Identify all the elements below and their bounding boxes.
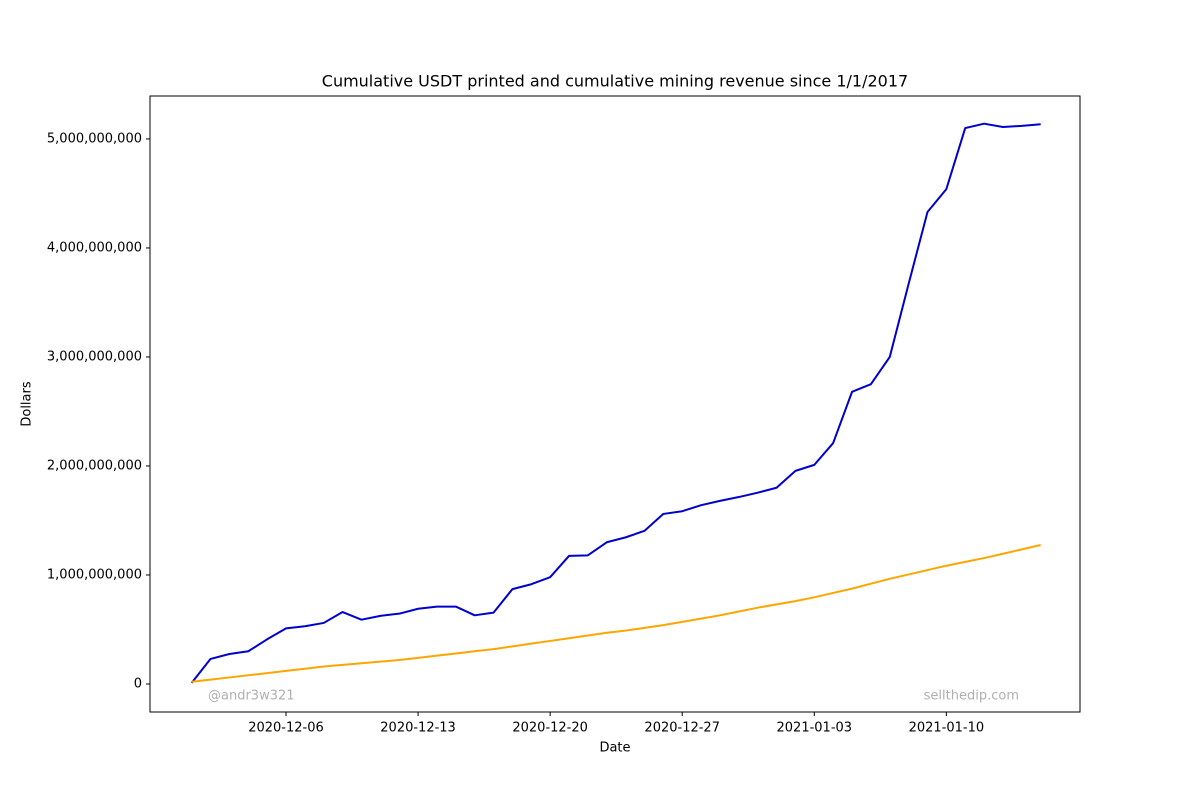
- x-tick-label: 2020-12-13: [380, 721, 456, 736]
- x-tick-label: 2021-01-10: [909, 721, 985, 736]
- series-line: [190, 122, 1041, 684]
- x-tick-label: 2020-12-27: [644, 721, 720, 736]
- y-tick-label: 2,000,000,000: [47, 458, 142, 473]
- x-tick-label: 2021-01-03: [777, 721, 853, 736]
- y-tick-label: 1,000,000,000: [47, 567, 142, 582]
- watermark: @andr3w321: [208, 689, 295, 704]
- plot-frame: [149, 95, 1081, 713]
- y-axis-label: Dollars: [20, 381, 35, 426]
- y-tick-label: 0: [134, 676, 142, 691]
- x-axis-label: Date: [599, 741, 630, 756]
- x-tick-label: 2020-12-20: [512, 721, 588, 736]
- y-tick-label: 4,000,000,000: [47, 240, 142, 255]
- watermark: sellthedip.com: [924, 689, 1019, 704]
- series-line: [191, 544, 1041, 683]
- y-tick-label: 5,000,000,000: [47, 131, 142, 146]
- x-tick-label: 2020-12-06: [248, 721, 324, 736]
- chart-title: Cumulative USDT printed and cumulative m…: [322, 72, 908, 91]
- y-tick-label: 3,000,000,000: [47, 349, 142, 364]
